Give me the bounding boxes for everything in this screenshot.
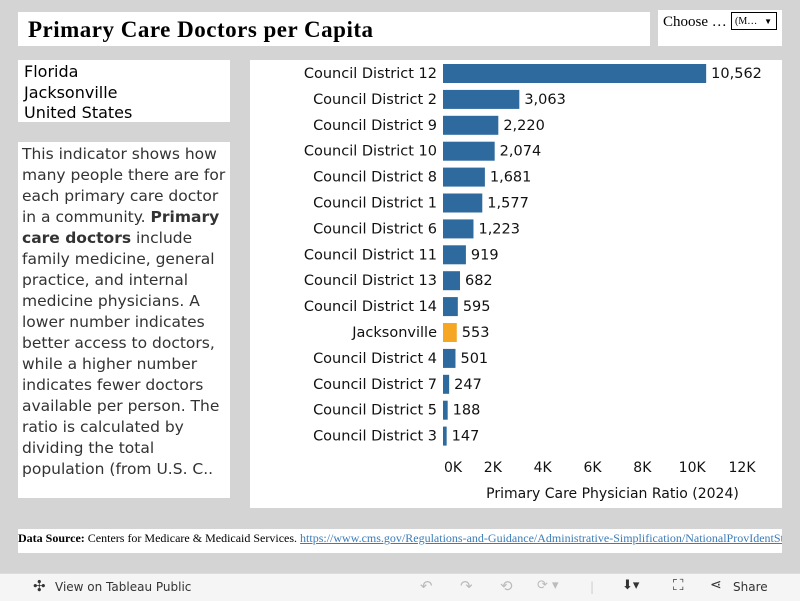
bar[interactable] [443,219,474,239]
title-panel: Primary Care Doctors per Capita [18,12,650,46]
value-label: 3,063 [524,92,566,108]
category-label: Council District 11 [304,247,437,263]
tableau-toolbar: ✣ View on Tableau Public ↶ ↷ ⟲ ⟳ ▾ | ⬇▾ … [0,573,800,601]
bar-chart: Council District 12 10,562 Council Distric… [304,64,762,502]
chooser-dropdown[interactable]: (M… ▼ [731,12,777,30]
bar[interactable] [443,400,448,420]
bar[interactable] [443,271,460,291]
category-label: Council District 2 [313,92,437,108]
value-label: 1,577 [487,196,529,212]
value-label: 188 [453,403,481,419]
place-united-states[interactable]: United States [24,103,133,122]
value-label: 2,074 [500,144,542,160]
category-label: Council District 1 [313,196,437,212]
bar[interactable] [443,64,707,83]
bar[interactable] [443,323,457,342]
bar[interactable] [443,167,485,187]
x-tick-label: 6K [583,460,602,476]
x-tick-label: 4K [534,460,553,476]
download-icon[interactable]: ⬇▾ [622,578,640,593]
divider: | [590,580,595,594]
redo-icon[interactable]: ↷ [460,577,473,595]
source-label: Data Source: [18,531,85,545]
value-label: 247 [454,377,482,393]
place-jacksonville[interactable]: Jacksonville [24,82,118,102]
page-title: Primary Care Doctors per Capita [28,17,374,42]
value-label: 553 [462,325,490,341]
source-link[interactable]: https://www.cms.gov/Regulations-and-Guid… [300,531,782,545]
chooser-value: (M… [735,16,758,27]
view-on-tableau-link[interactable]: View on Tableau Public [55,580,192,594]
bar[interactable] [443,426,447,446]
value-label: 2,220 [503,118,545,134]
description-rest: include family medicine, general practic… [22,229,220,478]
x-tick-label: 2K [484,460,503,476]
share-button[interactable]: Share [733,580,768,594]
x-tick-label: 8K [633,460,652,476]
bar[interactable] [443,193,483,213]
value-label: 595 [463,299,491,315]
source-panel: Data Source: Centers for Medicare & Medi… [18,529,782,553]
share-icon: ⋖ [710,577,722,593]
place-florida[interactable]: Florida [24,62,79,81]
chooser-label: Choose … [663,14,727,30]
chevron-down-icon: ▼ [764,17,772,26]
value-label: 1,681 [490,170,532,186]
category-label: Jacksonville [351,325,437,341]
category-label: Council District 4 [313,351,437,367]
bar[interactable] [443,297,458,317]
value-label: 1,223 [478,221,520,237]
bar[interactable] [443,141,495,161]
category-label: Council District 5 [313,403,437,419]
bar[interactable] [443,348,456,368]
fullscreen-icon[interactable]: ⛶ [673,576,684,594]
x-tick-label: 12K [729,460,757,476]
category-label: Council District 7 [313,377,437,393]
category-label: Council District 3 [313,429,437,445]
value-label: 919 [471,247,499,263]
places-legend: Florida Jacksonville United States [18,60,230,122]
category-label: Council District 9 [313,118,437,134]
bar[interactable] [443,89,520,109]
x-axis-title: Primary Care Physician Ratio (2024) [486,486,739,502]
value-label: 501 [460,351,488,367]
category-label: Council District 14 [304,299,437,315]
bar[interactable] [443,245,466,265]
refresh-icon[interactable]: ⟳ ▾ [537,578,559,593]
x-tick-label: 10K [679,460,707,476]
undo-icon[interactable]: ↶ [420,577,433,595]
tableau-logo-icon: ✣ [33,577,46,595]
category-label: Council District 10 [304,144,437,160]
description-intro: This indicator shows how many people the… [22,145,226,226]
revert-icon[interactable]: ⟲ [500,577,513,595]
category-label: Council District 8 [313,170,437,186]
description-bold: Primary care doctors [22,208,220,247]
source-text: Centers for Medicare & Medicaid Services… [84,531,301,545]
category-label: Council District 12 [304,66,437,82]
chooser-panel: Choose … (M… ▼ [658,10,782,46]
description-panel: This indicator shows how many people the… [18,142,230,498]
category-label: Council District 13 [304,273,437,289]
category-label: Council District 6 [313,221,437,237]
bar[interactable] [443,374,450,394]
bar[interactable] [443,115,499,135]
value-label: 147 [452,429,480,445]
chart-panel: Council District 12 10,562 Council Distric… [250,60,782,508]
value-label: 10,562 [711,66,762,82]
description-text: This indicator shows how many people the… [22,144,226,480]
value-label: 682 [465,273,493,289]
x-tick-label: 0K [444,460,463,476]
